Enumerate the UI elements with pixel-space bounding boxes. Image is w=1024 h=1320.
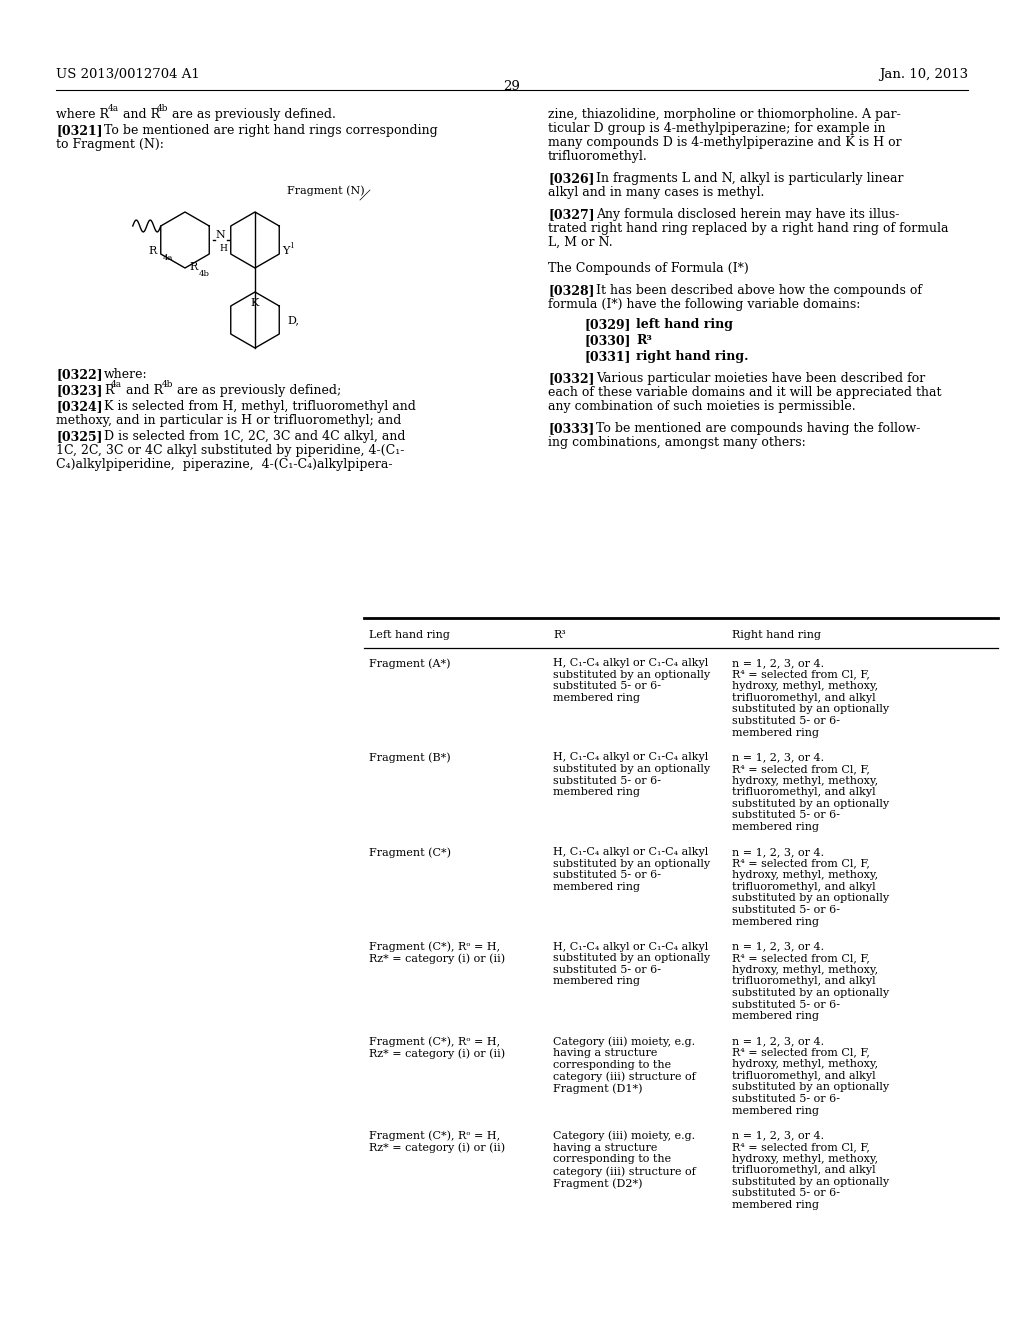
Text: [0327]: [0327]	[548, 209, 595, 220]
Text: H, C₁-C₄ alkyl or C₁-C₄ alkyl
substituted by an optionally
substituted 5- or 6-
: H, C₁-C₄ alkyl or C₁-C₄ alkyl substitute…	[553, 847, 710, 892]
Text: are as previously defined;: are as previously defined;	[173, 384, 341, 397]
Text: Left hand ring: Left hand ring	[369, 630, 450, 640]
Text: Fragment (C*), Rᵒ = H,
Rz* = category (i) or (ii): Fragment (C*), Rᵒ = H, Rz* = category (i…	[369, 1130, 505, 1154]
Text: [0322]: [0322]	[56, 368, 102, 381]
Text: l: l	[290, 242, 293, 249]
Text: Fragment (C*), Rᵒ = H,
Rz* = category (i) or (ii): Fragment (C*), Rᵒ = H, Rz* = category (i…	[369, 941, 505, 965]
Text: zine, thiazolidine, morpholine or thiomorpholine. A par-: zine, thiazolidine, morpholine or thiomo…	[548, 108, 901, 121]
Text: [0330]: [0330]	[584, 334, 631, 347]
Text: Category (iii) moiety, e.g.
having a structure
corresponding to the
category (ii: Category (iii) moiety, e.g. having a str…	[553, 1130, 695, 1189]
Text: [0331]: [0331]	[584, 350, 631, 363]
Text: N: N	[215, 230, 225, 240]
Text: K: K	[251, 298, 259, 308]
Text: Various particular moieties have been described for: Various particular moieties have been de…	[596, 372, 926, 385]
Text: Fragment (B*): Fragment (B*)	[369, 752, 451, 763]
Text: and R: and R	[119, 108, 160, 121]
Text: and R: and R	[122, 384, 163, 397]
Text: n = 1, 2, 3, or 4.
R⁴ = selected from Cl, F,
hydroxy, methyl, methoxy,
trifluoro: n = 1, 2, 3, or 4. R⁴ = selected from Cl…	[732, 847, 889, 927]
Text: K is selected from H, methyl, trifluoromethyl and: K is selected from H, methyl, trifluorom…	[104, 400, 416, 413]
Text: 4a: 4a	[163, 253, 173, 261]
Text: left hand ring: left hand ring	[636, 318, 733, 331]
Text: right hand ring.: right hand ring.	[636, 350, 749, 363]
Text: [0324]: [0324]	[56, 400, 102, 413]
Text: R³: R³	[553, 630, 565, 640]
Text: Fragment (C*): Fragment (C*)	[369, 847, 451, 858]
Text: Fragment (N): Fragment (N)	[288, 185, 365, 195]
Text: methoxy, and in particular is H or trifluoromethyl; and: methoxy, and in particular is H or trifl…	[56, 414, 401, 426]
Text: H: H	[219, 244, 227, 253]
Text: Right hand ring: Right hand ring	[732, 630, 821, 640]
Text: Y: Y	[283, 246, 290, 256]
Text: Fragment (A*): Fragment (A*)	[369, 657, 451, 668]
Text: R: R	[148, 246, 157, 256]
Text: US 2013/0012704 A1: US 2013/0012704 A1	[56, 69, 200, 81]
Text: n = 1, 2, 3, or 4.
R⁴ = selected from Cl, F,
hydroxy, methyl, methoxy,
trifluoro: n = 1, 2, 3, or 4. R⁴ = selected from Cl…	[732, 657, 889, 738]
Text: [0329]: [0329]	[584, 318, 631, 331]
Text: each of these variable domains and it will be appreciated that: each of these variable domains and it wi…	[548, 385, 941, 399]
Text: To be mentioned are right hand rings corresponding: To be mentioned are right hand rings cor…	[104, 124, 437, 137]
Text: D is selected from 1C, 2C, 3C and 4C alkyl, and: D is selected from 1C, 2C, 3C and 4C alk…	[104, 430, 406, 444]
Text: n = 1, 2, 3, or 4.
R⁴ = selected from Cl, F,
hydroxy, methyl, methoxy,
trifluoro: n = 1, 2, 3, or 4. R⁴ = selected from Cl…	[732, 941, 889, 1022]
Text: many compounds D is 4-methylpiperazine and K is H or: many compounds D is 4-methylpiperazine a…	[548, 136, 901, 149]
Text: n = 1, 2, 3, or 4.
R⁴ = selected from Cl, F,
hydroxy, methyl, methoxy,
trifluoro: n = 1, 2, 3, or 4. R⁴ = selected from Cl…	[732, 1036, 889, 1115]
Text: [0332]: [0332]	[548, 372, 595, 385]
Text: alkyl and in many cases is methyl.: alkyl and in many cases is methyl.	[548, 186, 764, 199]
Text: Any formula disclosed herein may have its illus-: Any formula disclosed herein may have it…	[596, 209, 899, 220]
Text: [0328]: [0328]	[548, 284, 595, 297]
Text: R: R	[104, 384, 114, 397]
Text: H, C₁-C₄ alkyl or C₁-C₄ alkyl
substituted by an optionally
substituted 5- or 6-
: H, C₁-C₄ alkyl or C₁-C₄ alkyl substitute…	[553, 752, 710, 797]
Text: 4b: 4b	[199, 271, 210, 279]
Text: In fragments L and N, alkyl is particularly linear: In fragments L and N, alkyl is particula…	[596, 172, 903, 185]
Text: [0326]: [0326]	[548, 172, 595, 185]
Text: C₄)alkylpiperidine,  piperazine,  4-(C₁-C₄)alkylpipera-: C₄)alkylpiperidine, piperazine, 4-(C₁-C₄…	[56, 458, 392, 471]
Text: 4a: 4a	[108, 104, 119, 114]
Text: To be mentioned are compounds having the follow-: To be mentioned are compounds having the…	[596, 422, 921, 436]
Text: to Fragment (N):: to Fragment (N):	[56, 139, 164, 150]
Text: 4a: 4a	[111, 380, 122, 389]
Text: where:: where:	[104, 368, 147, 381]
Text: where R: where R	[56, 108, 109, 121]
Text: [0323]: [0323]	[56, 384, 102, 397]
Text: R: R	[189, 261, 198, 272]
Text: D,: D,	[287, 315, 299, 325]
Text: are as previously defined.: are as previously defined.	[168, 108, 336, 121]
Text: n = 1, 2, 3, or 4.
R⁴ = selected from Cl, F,
hydroxy, methyl, methoxy,
trifluoro: n = 1, 2, 3, or 4. R⁴ = selected from Cl…	[732, 1130, 889, 1210]
Text: ing combinations, amongst many others:: ing combinations, amongst many others:	[548, 436, 806, 449]
Text: 1C, 2C, 3C or 4C alkyl substituted by piperidine, 4-(C₁-: 1C, 2C, 3C or 4C alkyl substituted by pi…	[56, 444, 404, 457]
Text: [0333]: [0333]	[548, 422, 594, 436]
Text: [0325]: [0325]	[56, 430, 102, 444]
Text: R³: R³	[636, 334, 652, 347]
Text: H, C₁-C₄ alkyl or C₁-C₄ alkyl
substituted by an optionally
substituted 5- or 6-
: H, C₁-C₄ alkyl or C₁-C₄ alkyl substitute…	[553, 941, 710, 986]
Text: Fragment (C*), Rᵒ = H,
Rz* = category (i) or (ii): Fragment (C*), Rᵒ = H, Rz* = category (i…	[369, 1036, 505, 1059]
Text: trifluoromethyl.: trifluoromethyl.	[548, 150, 648, 162]
Text: trated right hand ring replaced by a right hand ring of formula: trated right hand ring replaced by a rig…	[548, 222, 948, 235]
Text: The Compounds of Formula (I*): The Compounds of Formula (I*)	[548, 261, 749, 275]
Text: formula (I*) have the following variable domains:: formula (I*) have the following variable…	[548, 298, 860, 312]
Text: It has been described above how the compounds of: It has been described above how the comp…	[596, 284, 922, 297]
Text: Jan. 10, 2013: Jan. 10, 2013	[879, 69, 968, 81]
Text: 4b: 4b	[157, 104, 169, 114]
Text: any combination of such moieties is permissible.: any combination of such moieties is perm…	[548, 400, 856, 413]
Text: n = 1, 2, 3, or 4.
R⁴ = selected from Cl, F,
hydroxy, methyl, methoxy,
trifluoro: n = 1, 2, 3, or 4. R⁴ = selected from Cl…	[732, 752, 889, 832]
Text: Category (iii) moiety, e.g.
having a structure
corresponding to the
category (ii: Category (iii) moiety, e.g. having a str…	[553, 1036, 695, 1094]
Text: ticular D group is 4-methylpiperazine; for example in: ticular D group is 4-methylpiperazine; f…	[548, 121, 886, 135]
Text: H, C₁-C₄ alkyl or C₁-C₄ alkyl
substituted by an optionally
substituted 5- or 6-
: H, C₁-C₄ alkyl or C₁-C₄ alkyl substitute…	[553, 657, 710, 702]
Text: 29: 29	[504, 81, 520, 92]
Text: L, M or N.: L, M or N.	[548, 236, 612, 249]
Text: 4b: 4b	[162, 380, 173, 389]
Text: [0321]: [0321]	[56, 124, 102, 137]
